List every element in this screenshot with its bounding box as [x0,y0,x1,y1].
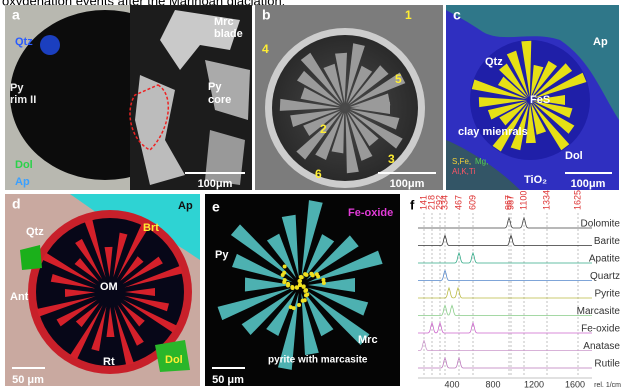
mineral-name: Marcasite [577,306,621,317]
mineral-label: Qtz [485,56,503,68]
spectrum [418,218,592,228]
mineral-label: Qtz [15,36,33,48]
scale-bar-label: 100μm [571,178,606,190]
spectrum [418,306,592,316]
caption: pyrite with marcasite [268,355,368,366]
mineral-label: Rt [103,356,115,368]
mineral-label: Fe-oxide [348,207,393,219]
grain [290,285,294,289]
mineral-label: Dol [565,150,583,162]
spectrum [418,253,592,263]
legend-text: Mg, [475,157,488,166]
grain [298,279,302,283]
spectrum [418,236,592,246]
scale-bar-label: 100μm [198,178,233,190]
mineral-label: Ant [10,291,29,303]
panel-label: a [12,7,20,23]
grain [283,278,287,282]
grain [302,285,306,289]
spectrum [418,288,592,298]
peak-label: 334 [439,195,449,210]
scale-bar-label: 50 μm [12,374,44,386]
grain [297,303,301,307]
grain [305,273,309,277]
mineral-name: Apatite [589,254,621,265]
mineral-label: blade [214,28,243,40]
legend-text: Al,K,Ti [452,167,475,176]
grain [311,273,315,277]
figure: oxygenation events after the Marinoan gl… [0,0,624,390]
spectrum [418,358,592,368]
mineral-name: Fe-oxide [581,324,620,335]
grain [289,305,293,309]
mineral-label: clay mienrals [458,126,528,138]
mineral-label: Mrc [214,16,234,28]
peak-label: 1100 [518,191,528,210]
peak-label: 1625 [572,190,582,210]
grain [283,265,287,269]
point-label: 1 [405,8,412,22]
peak-label: 987 [505,195,515,210]
point-label: 3 [388,152,395,166]
mineral-label: Dol [15,159,33,171]
scale-bar-label: 50 μm [212,374,244,386]
grain [316,275,320,279]
panel-label: e [212,199,220,215]
mineral-label: rim II [10,94,36,106]
spectrum [418,341,592,351]
mineral-name: Dolomite [581,219,621,230]
mineral-name: Pyrite [594,289,620,300]
panel-label: c [453,7,461,23]
peak-label: 467 [453,195,463,210]
point-label: 4 [262,42,269,56]
panel-label: d [12,196,21,212]
mineral-label: Py [10,82,24,94]
grain [304,293,308,297]
panel-b-image [255,5,443,190]
grain [282,271,286,275]
mineral-name: Anatase [583,341,620,352]
mineral-label: Qtz [26,226,44,238]
mineral-label: core [208,94,231,106]
grain [303,289,307,293]
grain [300,275,304,279]
x-axis-unit: rel. 1/cm [594,382,621,389]
x-tick-label: 1200 [524,379,544,389]
point-label: 5 [395,72,402,86]
mineral-name: Barite [594,236,621,247]
scale-bar-label: 100μm [390,178,425,190]
mineral-label: Brt [143,222,159,234]
grain [286,282,290,286]
peak-label: 609 [467,195,477,210]
grain [301,299,305,303]
x-tick-label: 1600 [565,379,585,389]
mineral-label: Ap [178,200,193,212]
mineral-label: Dol [165,354,183,366]
x-tick-label: 800 [485,379,500,389]
grain [322,281,326,285]
mineral-label: Ap [593,36,608,48]
point-label: 2 [320,122,327,136]
legend-text: S,Fe, [452,157,471,166]
mineral-label: FeS [530,94,550,106]
mineral-name: Rutile [594,359,620,370]
x-tick-label: 400 [444,379,459,389]
panel-label: f [410,197,415,212]
mineral-label: Ap [15,176,30,188]
point-label: 6 [315,167,322,181]
spectrum [418,271,592,281]
grain [298,283,302,287]
mineral-label: Py [208,81,222,93]
mineral-label: OM [100,281,118,293]
panel-label: b [262,7,271,23]
mineral-label: Mrc [358,334,378,346]
peak-label: 1334 [541,190,551,210]
grain [295,285,299,289]
mineral-name: Quartz [590,271,620,282]
spectrum [418,323,592,333]
mineral-label: TiO₂ [524,174,547,186]
mineral-label: Py [215,249,229,261]
